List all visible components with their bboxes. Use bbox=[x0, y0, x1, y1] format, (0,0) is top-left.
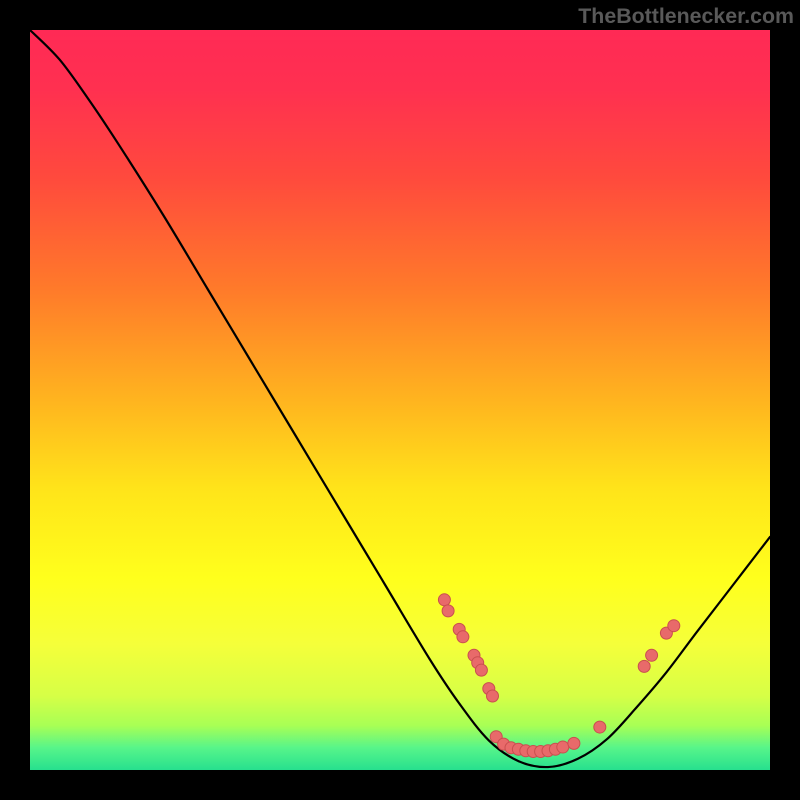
bottleneck-chart-container: TheBottlenecker.com bbox=[0, 0, 800, 800]
data-marker bbox=[457, 631, 469, 643]
data-marker bbox=[557, 741, 569, 753]
bottleneck-curve-chart bbox=[0, 0, 800, 800]
data-marker bbox=[475, 664, 487, 676]
watermark-text: TheBottlenecker.com bbox=[578, 4, 794, 29]
data-marker bbox=[487, 690, 499, 702]
data-marker bbox=[442, 605, 454, 617]
data-marker bbox=[594, 721, 606, 733]
data-marker bbox=[638, 660, 650, 672]
data-marker bbox=[568, 737, 580, 749]
data-marker bbox=[646, 649, 658, 661]
data-marker bbox=[438, 594, 450, 606]
chart-gradient-background bbox=[30, 30, 770, 770]
data-marker bbox=[668, 620, 680, 632]
